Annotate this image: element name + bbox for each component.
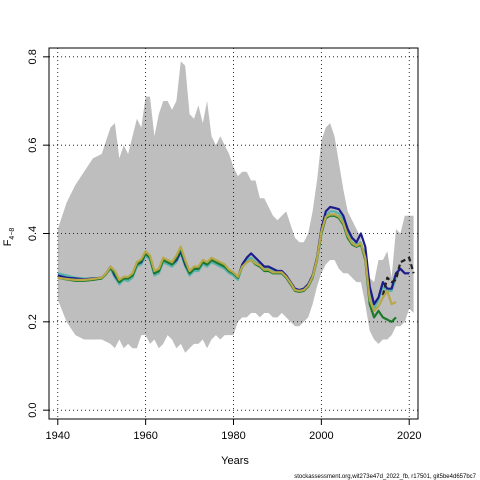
y-tick-label: 0.0 xyxy=(27,403,39,418)
x-tick-label: 2000 xyxy=(309,430,333,442)
x-tick-label: 1980 xyxy=(221,430,245,442)
x-axis-title: Years xyxy=(221,455,249,467)
y-tick-label: 0.2 xyxy=(27,314,39,329)
x-tick-label: 1940 xyxy=(46,430,70,442)
y-tick-label: 0.8 xyxy=(27,49,39,64)
y-axis: 0.0 0.2 0.4 0.6 0.8 xyxy=(27,49,49,418)
footer-text: stockassessment.org,wit273e47d_2022_fb, … xyxy=(294,474,476,480)
x-axis: 1940 1960 1980 2000 2020 xyxy=(46,419,421,442)
series-line-3 xyxy=(381,256,415,296)
confidence-band xyxy=(57,61,414,353)
series-line-1 xyxy=(57,210,398,310)
x-tick-label: 2020 xyxy=(397,430,421,442)
y-tick-label: 0.6 xyxy=(27,138,39,153)
y-axis-title-subscript: 4−8 xyxy=(9,228,16,240)
y-axis-title: F4−8 xyxy=(2,228,16,247)
series-line-5 xyxy=(57,213,397,312)
x-tick-label: 1960 xyxy=(133,430,157,442)
confidence-band-layer xyxy=(57,61,414,353)
y-tick-label: 0.4 xyxy=(27,226,39,241)
series-layer xyxy=(57,205,415,323)
y-axis-title-main: F xyxy=(2,239,14,246)
grid-layer xyxy=(49,48,418,419)
